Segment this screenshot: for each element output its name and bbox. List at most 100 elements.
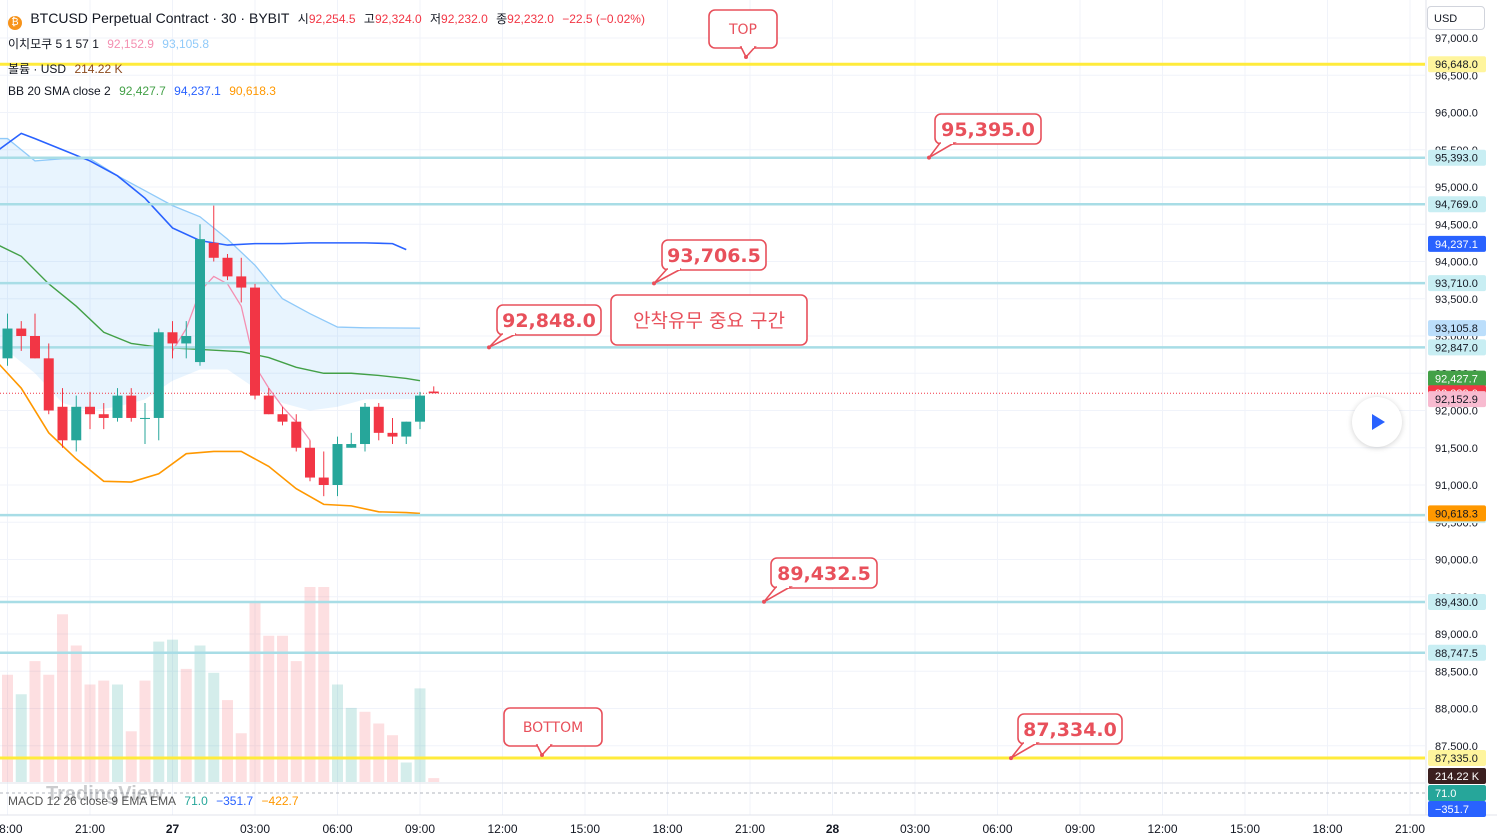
tag-label: 71.0 — [1435, 788, 1456, 800]
price-callout: 87,334.0 — [1009, 713, 1123, 761]
macd-legend[interactable]: MACD 12 26 close 9 EMA EMA 71.0 −351.7 −… — [8, 794, 304, 808]
candle-body — [305, 447, 315, 478]
tag-bg — [1428, 235, 1486, 252]
callout-pointer-join — [503, 332, 515, 335]
bb-legend[interactable]: BB 20 SMA close 2 92,427.7 94,237.1 90,6… — [8, 84, 281, 98]
tag-bg — [1428, 391, 1486, 408]
candle-body — [167, 332, 178, 344]
time-tick-label: 18:00 — [652, 822, 682, 836]
price-tick-label: 91,500.0 — [1435, 443, 1478, 455]
ohlc-open: 시92,254.5 — [297, 12, 356, 26]
candle-body — [387, 432, 398, 437]
ohlc-high: 고92,324.0 — [363, 12, 422, 26]
tag-label: −351.7 — [1435, 804, 1469, 816]
level-price-tag: 93,710.0 — [1428, 275, 1486, 292]
tag-label: 214.22 K — [1435, 771, 1480, 783]
currency-selector[interactable]: USD — [1427, 6, 1485, 30]
tag-label: 92,152.9 — [1435, 394, 1478, 406]
level-price-tag: 96,648.0 — [1428, 56, 1486, 73]
bb-basis-value: 92,427.7 — [119, 84, 166, 98]
callout-box — [1017, 713, 1123, 745]
callout-anchor-dot — [744, 55, 748, 59]
time-tick-label: 06:00 — [982, 822, 1012, 836]
callout-pointer — [535, 744, 553, 757]
tag-bg — [1428, 320, 1486, 337]
candle-up — [401, 421, 412, 445]
tag-label: 89,430.0 — [1435, 597, 1478, 609]
indicator-price-tag: 93,105.8 — [1428, 320, 1486, 337]
tag-label: 95,393.0 — [1435, 153, 1478, 165]
price-tick-label: 93,500.0 — [1435, 294, 1478, 306]
ichimoku-value-1: 92,152.9 — [107, 37, 154, 51]
candle-body — [140, 417, 150, 419]
callout-pointer-join — [538, 743, 550, 746]
indicator-price-tag: 90,618.3 — [1428, 505, 1486, 522]
candle-up — [415, 391, 425, 430]
candle-body — [126, 395, 137, 418]
bb-lower-value: 90,618.3 — [229, 84, 276, 98]
level-price-tag: 92,847.0 — [1428, 339, 1486, 356]
price-change: −22.5 (−0.02%) — [562, 12, 645, 26]
time-tick-label: 12:00 — [1147, 822, 1177, 836]
price-tick-label: 96,500.0 — [1435, 70, 1478, 82]
tag-bg — [1428, 505, 1486, 522]
time-tick-label: 18:00 — [0, 822, 23, 836]
chart-title[interactable]: BTCUSD Perpetual Contract · 30 · BYBIT — [30, 10, 290, 26]
bb-upper-line — [0, 132, 407, 251]
callout-anchor-dot — [762, 599, 766, 604]
scroll-to-realtime-button[interactable] — [1352, 397, 1402, 447]
callout-anchor-dot — [487, 345, 491, 350]
tag-bg — [1428, 768, 1486, 784]
candle-body — [263, 395, 274, 415]
candle-body — [195, 239, 205, 363]
time-tick-label: 27 — [166, 822, 180, 836]
candle-body — [85, 406, 95, 415]
callout-anchor-dot — [1009, 756, 1013, 761]
tag-bg — [1428, 196, 1486, 213]
volume-bar — [153, 641, 165, 782]
volume-bar — [112, 684, 123, 782]
callout-text: 93,706.5 — [667, 245, 761, 267]
price-tick-label: 88,500.0 — [1435, 666, 1478, 678]
callout-text: 92,848.0 — [502, 310, 596, 332]
ichimoku-value-2: 93,105.8 — [162, 37, 209, 51]
candle-up — [360, 403, 370, 452]
tag-label: 90,618.3 — [1435, 508, 1478, 520]
volume-bar — [180, 668, 192, 782]
candle-down — [250, 283, 260, 400]
callout-box — [610, 294, 808, 346]
candle-body — [222, 257, 233, 277]
candle-up — [112, 388, 123, 422]
callout-pointer-join — [777, 585, 789, 588]
level-price-tag: 89,430.0 — [1428, 593, 1486, 610]
candle-down — [98, 403, 109, 430]
zone-note-callout: 안착유무 중요 구간 — [610, 294, 808, 346]
callout-pointer — [739, 46, 757, 59]
candle-down — [277, 406, 288, 426]
volume-bar — [373, 723, 385, 782]
candle-body — [291, 421, 302, 448]
candle-body — [346, 444, 357, 448]
candle-body — [208, 242, 219, 258]
candle-body — [98, 414, 109, 418]
callout-anchor-dot — [927, 155, 931, 160]
candle-up — [346, 432, 357, 448]
volume-bar — [345, 707, 357, 782]
callout-pointer-join — [1024, 741, 1036, 744]
bb-upper-value: 94,237.1 — [174, 84, 221, 98]
candle-down — [387, 417, 398, 445]
pane-value-tag: 214.22 K — [1428, 768, 1486, 784]
tag-label: 87,335.0 — [1435, 753, 1478, 765]
candle-down — [373, 403, 384, 441]
price-callout: 93,706.5 — [652, 239, 767, 286]
ichimoku-legend[interactable]: 이치모쿠 5 1 57 1 92,152.9 93,105.8 — [8, 35, 214, 52]
price-tick-label: 97,000.0 — [1435, 33, 1478, 45]
volume-bar — [290, 661, 302, 782]
level-price-tag: 88,747.5 — [1428, 644, 1486, 661]
callout-text: BOTTOM — [523, 720, 583, 736]
callout-text: 87,334.0 — [1023, 719, 1117, 741]
indicator-price-tag: 94,237.1 — [1428, 235, 1486, 252]
volume-bar — [400, 762, 412, 782]
volume-legend[interactable]: 볼륨 · USD 214.22 K — [8, 60, 127, 77]
